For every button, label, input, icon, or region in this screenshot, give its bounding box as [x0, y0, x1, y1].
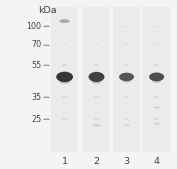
FancyBboxPatch shape — [51, 7, 78, 152]
FancyBboxPatch shape — [143, 7, 170, 152]
FancyBboxPatch shape — [94, 118, 99, 120]
FancyBboxPatch shape — [44, 25, 49, 27]
Text: 100: 100 — [27, 22, 42, 31]
Text: 35: 35 — [32, 93, 42, 102]
Text: 4: 4 — [154, 157, 160, 166]
Text: kDa: kDa — [38, 6, 57, 15]
FancyBboxPatch shape — [124, 64, 129, 66]
FancyBboxPatch shape — [44, 44, 49, 45]
FancyBboxPatch shape — [94, 44, 99, 45]
FancyBboxPatch shape — [154, 96, 159, 98]
Ellipse shape — [88, 72, 104, 82]
Ellipse shape — [92, 124, 101, 127]
FancyBboxPatch shape — [44, 64, 49, 66]
FancyBboxPatch shape — [154, 64, 159, 66]
Text: 2: 2 — [93, 157, 99, 166]
Ellipse shape — [152, 80, 161, 83]
Ellipse shape — [122, 80, 131, 83]
FancyBboxPatch shape — [62, 118, 67, 120]
Ellipse shape — [92, 80, 101, 84]
FancyBboxPatch shape — [154, 118, 159, 120]
FancyBboxPatch shape — [94, 26, 99, 27]
FancyBboxPatch shape — [94, 64, 99, 66]
FancyBboxPatch shape — [124, 26, 129, 27]
FancyBboxPatch shape — [113, 7, 140, 152]
FancyBboxPatch shape — [124, 118, 129, 120]
FancyBboxPatch shape — [83, 7, 110, 152]
Ellipse shape — [149, 73, 164, 81]
FancyBboxPatch shape — [154, 26, 159, 27]
Ellipse shape — [119, 73, 134, 81]
FancyBboxPatch shape — [44, 96, 49, 98]
Ellipse shape — [59, 80, 70, 84]
Text: 70: 70 — [32, 40, 42, 49]
FancyBboxPatch shape — [62, 64, 67, 66]
FancyBboxPatch shape — [154, 44, 159, 45]
Text: 3: 3 — [124, 157, 130, 166]
Text: 25: 25 — [31, 115, 42, 124]
Ellipse shape — [56, 72, 73, 82]
Text: 55: 55 — [31, 61, 42, 70]
FancyBboxPatch shape — [62, 44, 67, 45]
Ellipse shape — [123, 124, 130, 126]
FancyBboxPatch shape — [62, 26, 67, 27]
FancyBboxPatch shape — [44, 118, 49, 120]
Ellipse shape — [153, 106, 160, 108]
Text: 1: 1 — [62, 157, 68, 166]
FancyBboxPatch shape — [94, 96, 99, 98]
FancyBboxPatch shape — [124, 96, 129, 98]
Ellipse shape — [59, 19, 70, 23]
FancyBboxPatch shape — [62, 96, 67, 98]
Ellipse shape — [153, 123, 160, 125]
FancyBboxPatch shape — [124, 44, 129, 45]
